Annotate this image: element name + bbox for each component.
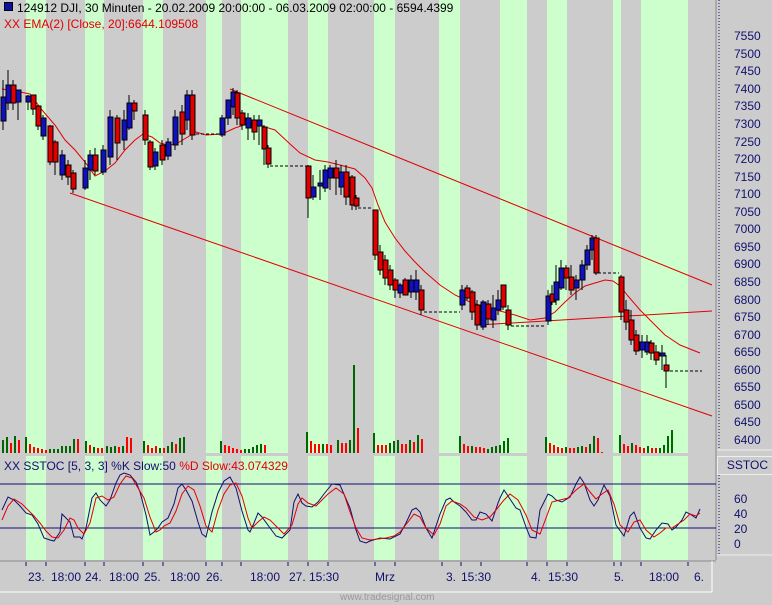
price-tick: 6450: [734, 415, 761, 429]
time-tick: 26.: [206, 570, 223, 584]
stoch-tick: 40: [734, 507, 748, 521]
stoch-tick: 20: [734, 522, 748, 536]
session-gap-lines: [196, 133, 702, 372]
price-tick: 6950: [734, 240, 761, 254]
time-tick: 15:30: [461, 570, 492, 584]
price-tick: 7450: [734, 64, 761, 78]
time-tick: 18:00: [649, 570, 680, 584]
series-marker-icon: [4, 2, 13, 11]
ema-legend: XX EMA(2) [Close, 20]:6644.109508: [4, 17, 199, 31]
price-tick: 6650: [734, 345, 761, 359]
volume-bars: [2, 365, 673, 453]
price-tick: 6400: [734, 433, 761, 447]
price-tick: 7050: [734, 205, 761, 219]
time-tick: 3.: [446, 570, 457, 584]
price-tick: 7000: [734, 222, 761, 236]
time-tick: 18:00: [170, 570, 201, 584]
price-tick: 6500: [734, 398, 761, 412]
ema-line: [1, 88, 701, 354]
stoch-d-legend: %D Slow:43.074329: [175, 459, 288, 473]
time-tick: 18:00: [51, 570, 82, 584]
x-axis: [0, 560, 716, 566]
time-tick: 24.: [85, 570, 102, 584]
price-tick: 6600: [734, 363, 761, 377]
time-tick: 4.: [531, 570, 542, 584]
price-tick: 6750: [734, 310, 761, 324]
price-tick: 6700: [734, 328, 761, 342]
price-candles: [0, 70, 670, 388]
watermark: www.tradesignal.com: [340, 592, 435, 603]
panel-separator: [0, 453, 716, 456]
price-tick: 6850: [734, 275, 761, 289]
stoch-k-line: [1, 472, 701, 544]
time-tick: 15:30: [309, 570, 340, 584]
stoch-panel: [0, 472, 716, 544]
price-tick: 7550: [734, 29, 761, 43]
price-tick: 7250: [734, 135, 761, 149]
time-tick: 18:00: [109, 570, 140, 584]
price-tick: 6800: [734, 293, 761, 307]
trend-channel: [69, 88, 713, 417]
price-tick: 7350: [734, 99, 761, 113]
time-tick: 27.: [289, 570, 306, 584]
stoch-panel-label: SSTOC: [717, 456, 772, 475]
price-tick: 7200: [734, 152, 761, 166]
price-tick: 6550: [734, 380, 761, 394]
price-tick: 7100: [734, 187, 761, 201]
stoch-k-legend: XX SSTOC [5, 3, 3] %K Slow:50: [4, 459, 176, 473]
time-tick: 18:00: [250, 570, 281, 584]
time-tick: Mrz: [375, 570, 395, 584]
time-tick: 25.: [144, 570, 161, 584]
time-tick: 23.: [28, 570, 45, 584]
price-tick: 7500: [734, 47, 761, 61]
time-tick: 5.: [614, 570, 625, 584]
stoch-tick: 60: [734, 492, 748, 506]
stoch-legend: XX SSTOC [5, 3, 3] %K Slow:50 %D Slow:43…: [4, 459, 288, 473]
stoch-d-line: [1, 475, 701, 541]
session-bands: [26, 0, 688, 560]
price-tick: 7150: [734, 170, 761, 184]
time-tick: 15:30: [548, 570, 579, 584]
time-tick: 6.: [694, 570, 705, 584]
chart-title: 124912 DJI, 30 Minuten - 20.02.2009 20:0…: [4, 1, 453, 15]
stoch-tick: 0: [734, 537, 741, 551]
price-tick: 6900: [734, 257, 761, 271]
price-tick: 7300: [734, 117, 761, 131]
price-tick: 7400: [734, 82, 761, 96]
symbol-title-text: 124912 DJI, 30 Minuten - 20.02.2009 20:0…: [17, 1, 454, 15]
